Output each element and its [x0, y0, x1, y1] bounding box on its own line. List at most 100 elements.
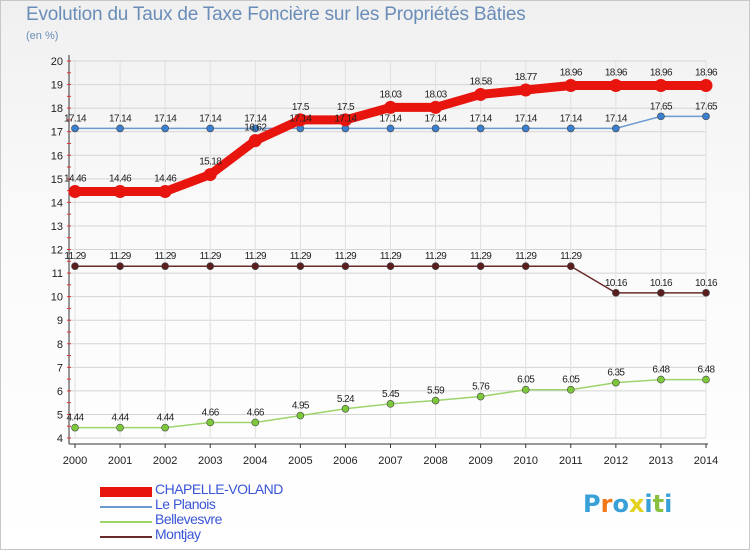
data-label: 18.96 — [605, 68, 628, 79]
data-point — [654, 79, 668, 93]
data-label: 18.96 — [695, 68, 718, 79]
data-point — [609, 79, 623, 93]
data-label: 6.05 — [517, 375, 535, 386]
data-label: 6.48 — [697, 365, 715, 376]
data-label: 10.16 — [695, 278, 718, 289]
data-point — [702, 375, 710, 384]
data-label: 5.59 — [427, 386, 445, 397]
data-point — [206, 124, 215, 133]
data-label: 17.5 — [292, 102, 310, 113]
data-point — [206, 418, 215, 427]
data-label: 11.29 — [64, 251, 86, 262]
series-group — [68, 79, 713, 432]
legend-swatch — [100, 487, 152, 497]
data-point — [161, 423, 169, 432]
data-label: 17.14 — [560, 113, 583, 124]
y-tick-label: 4 — [57, 433, 63, 445]
y-tick-label: 16 — [51, 150, 63, 162]
data-point — [206, 262, 215, 271]
data-label: 4.44 — [112, 413, 130, 424]
y-tick-label: 18 — [51, 103, 63, 115]
y-tick-label: 13 — [51, 221, 63, 233]
data-point — [251, 262, 260, 271]
data-point — [384, 100, 397, 114]
data-label: 11.29 — [109, 251, 131, 262]
x-tick-label: 2012 — [604, 455, 628, 467]
data-label: 10.16 — [605, 278, 628, 289]
data-label: 18.03 — [379, 89, 402, 100]
data-label: 6.05 — [562, 375, 580, 386]
data-label: 4.66 — [247, 407, 265, 418]
data-point — [702, 289, 710, 297]
data-point — [564, 79, 578, 93]
y-tick-label: 7 — [57, 362, 63, 374]
data-point — [341, 262, 350, 271]
data-label: 5.45 — [382, 389, 400, 400]
data-point — [699, 79, 713, 93]
data-label: 10.16 — [650, 278, 673, 289]
data-point — [386, 262, 395, 271]
data-label: 4.44 — [66, 413, 84, 424]
data-point — [251, 124, 260, 133]
legend-swatch — [100, 506, 152, 508]
data-point — [702, 112, 710, 121]
data-label: 11.29 — [245, 251, 267, 262]
data-point — [566, 385, 575, 394]
data-point — [566, 262, 575, 271]
data-label: 17.14 — [470, 113, 493, 124]
data-label: 5.24 — [337, 394, 355, 405]
proxiti-logo: Proxiti — [583, 490, 673, 518]
data-point — [386, 124, 395, 133]
data-point — [612, 378, 620, 387]
data-label: 11.29 — [470, 251, 492, 262]
x-tick-label: 2004 — [243, 455, 267, 467]
data-point — [296, 411, 305, 420]
data-label: 17.14 — [425, 113, 448, 124]
x-tick-label: 2007 — [378, 455, 402, 467]
data-point — [251, 418, 260, 427]
x-tick-label: 2010 — [513, 455, 537, 467]
data-point — [68, 185, 82, 199]
x-tick-label: 2001 — [108, 455, 132, 467]
legend-swatch — [100, 536, 152, 538]
y-tick-label: 8 — [57, 339, 63, 351]
data-labels: 14.46 14.46 14.46 15.18 16.62 17.5 17.5 18.03 18… — [64, 68, 719, 424]
data-point — [116, 423, 124, 432]
data-point — [521, 385, 530, 394]
data-label: 14.46 — [64, 174, 87, 185]
data-point — [431, 262, 440, 271]
data-point — [519, 83, 533, 97]
grid — [69, 60, 707, 439]
data-label: 15.18 — [199, 157, 222, 168]
data-point — [293, 113, 307, 127]
data-label: 17.14 — [379, 113, 402, 124]
legend-label: Le Planois — [155, 496, 216, 512]
data-label: 4.95 — [292, 401, 310, 412]
data-label: 6.35 — [607, 368, 625, 379]
data-label: 6.48 — [652, 365, 670, 376]
y-tick-label: 19 — [51, 80, 63, 92]
data-label: 14.46 — [154, 174, 177, 185]
data-point — [566, 124, 575, 133]
y-tick-label: 6 — [57, 386, 63, 398]
data-point — [158, 185, 172, 199]
data-point — [116, 124, 124, 133]
data-point — [521, 124, 530, 133]
axes: 4 5 6 7 8 9 10 11 12 13 14 15 16 17 18 19 20 2000 2001 2002… — [51, 55, 718, 467]
data-label: 17.14 — [199, 113, 222, 124]
x-tick-label: 2014 — [694, 455, 718, 467]
data-point — [657, 375, 665, 384]
y-tick-label: 12 — [51, 245, 63, 257]
x-tick-label: 2006 — [333, 455, 357, 467]
data-label: 4.66 — [202, 407, 220, 418]
legend-label: Montjay — [155, 526, 201, 542]
legend-label: Bellevesvre — [155, 511, 222, 527]
legend-swatch — [100, 521, 152, 523]
data-point — [431, 396, 440, 405]
data-label: 4.44 — [157, 413, 175, 424]
x-tick-label: 2000 — [63, 455, 87, 467]
data-point — [338, 113, 352, 127]
chart-title: Evolution du Taux de Taxe Foncière sur l… — [26, 4, 526, 25]
